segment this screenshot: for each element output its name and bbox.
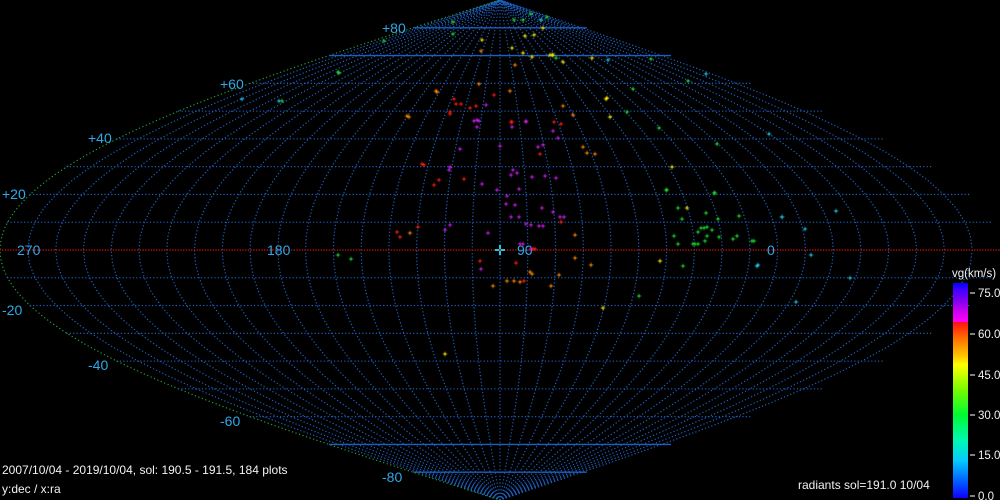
svg-text:60.0: 60.0 <box>978 329 1000 341</box>
svg-text:-60: -60 <box>220 413 240 429</box>
svg-text:45.0: 45.0 <box>978 370 1000 382</box>
svg-text:+20: +20 <box>2 186 26 202</box>
svg-text:0: 0 <box>767 242 775 258</box>
svg-text:+60: +60 <box>220 76 244 92</box>
svg-text:+80: +80 <box>382 20 406 36</box>
svg-text:radiants sol=191.0 10/04: radiants sol=191.0 10/04 <box>798 478 930 492</box>
svg-text:75.0: 75.0 <box>978 288 1000 300</box>
svg-text:15.0: 15.0 <box>978 450 1000 462</box>
svg-text:vg(km/s): vg(km/s) <box>952 268 996 280</box>
svg-text:2007/10/04 - 2019/10/04, sol:: 2007/10/04 - 2019/10/04, sol: 190.5 - 19… <box>2 463 288 477</box>
svg-text:+40: +40 <box>88 130 112 146</box>
svg-text:-80: -80 <box>382 469 402 485</box>
svg-text:y:dec / x:ra: y:dec / x:ra <box>2 482 61 496</box>
svg-text:-40: -40 <box>88 357 108 373</box>
svg-text:270: 270 <box>17 242 41 258</box>
svg-text:0.0: 0.0 <box>978 491 994 500</box>
svg-text:180: 180 <box>267 242 291 258</box>
svg-text:30.0: 30.0 <box>978 410 1000 422</box>
svg-text:-20: -20 <box>2 302 22 318</box>
